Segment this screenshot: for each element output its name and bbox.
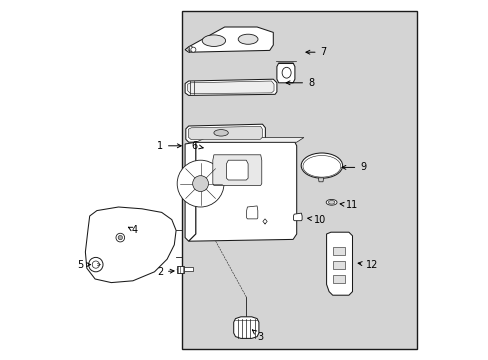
Ellipse shape	[328, 201, 334, 204]
Polygon shape	[185, 79, 276, 95]
Text: 1: 1	[157, 141, 181, 151]
Text: 2: 2	[157, 267, 174, 277]
Text: 10: 10	[307, 215, 325, 225]
Circle shape	[92, 261, 99, 268]
Polygon shape	[293, 213, 302, 221]
Ellipse shape	[325, 199, 336, 205]
Ellipse shape	[301, 153, 342, 178]
Circle shape	[192, 176, 208, 192]
Polygon shape	[188, 126, 262, 140]
Text: 12: 12	[357, 260, 378, 270]
Bar	[332, 247, 345, 255]
Polygon shape	[318, 178, 323, 182]
Ellipse shape	[282, 67, 290, 78]
Polygon shape	[226, 160, 247, 180]
Bar	[181, 11, 416, 349]
Bar	[332, 261, 345, 269]
Polygon shape	[185, 142, 196, 241]
Ellipse shape	[303, 156, 340, 177]
Circle shape	[187, 46, 193, 51]
Text: 7: 7	[305, 47, 326, 57]
Text: 4: 4	[128, 225, 138, 235]
Polygon shape	[326, 232, 352, 295]
Polygon shape	[276, 63, 294, 83]
Text: 6: 6	[191, 141, 203, 151]
Circle shape	[177, 160, 224, 207]
Text: 9: 9	[341, 162, 366, 172]
Polygon shape	[246, 206, 257, 219]
Polygon shape	[188, 142, 296, 241]
Ellipse shape	[213, 130, 228, 136]
Polygon shape	[85, 207, 176, 283]
Polygon shape	[196, 138, 303, 142]
Polygon shape	[185, 27, 273, 52]
Bar	[183, 267, 193, 271]
Circle shape	[88, 257, 103, 272]
Polygon shape	[187, 81, 273, 94]
Circle shape	[118, 235, 122, 240]
Polygon shape	[212, 155, 261, 185]
Ellipse shape	[238, 34, 258, 44]
Bar	[177, 266, 183, 273]
Circle shape	[190, 47, 196, 52]
Text: 5: 5	[78, 260, 90, 270]
Polygon shape	[233, 317, 258, 338]
Bar	[332, 275, 345, 283]
Text: 3: 3	[252, 330, 263, 342]
Ellipse shape	[202, 35, 225, 46]
Text: 11: 11	[340, 200, 358, 210]
Polygon shape	[185, 124, 265, 142]
Text: 8: 8	[285, 78, 313, 88]
Circle shape	[116, 233, 124, 242]
